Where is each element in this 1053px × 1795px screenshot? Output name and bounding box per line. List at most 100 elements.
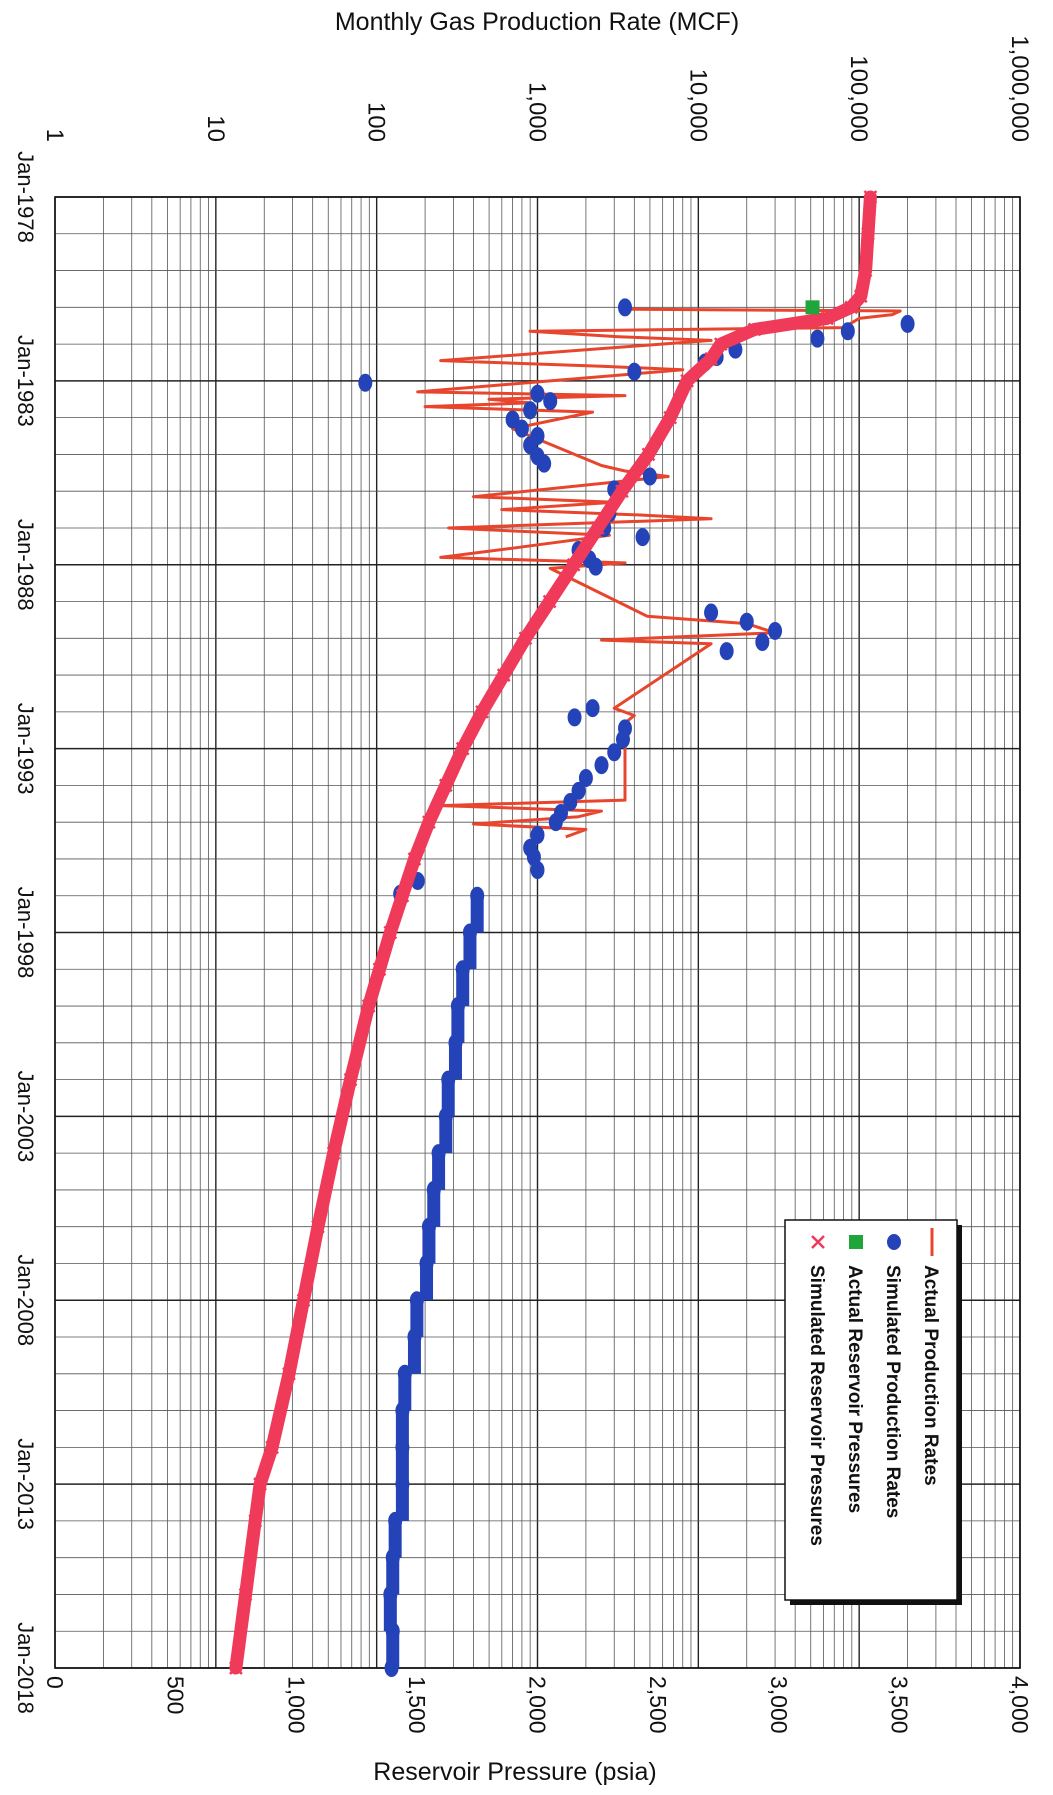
simulated-pressure-marker — [229, 1661, 243, 1675]
simulated-pressure-marker — [858, 263, 873, 278]
legend-x-swatch — [811, 1235, 825, 1249]
simulated-production-point — [627, 362, 642, 381]
rate-tick-label: 100,000 — [845, 55, 872, 142]
date-tick-label: Jan-2013 — [13, 1438, 38, 1530]
pressure-tick-label: 4,000 — [1007, 1676, 1033, 1734]
simulated-pressure-marker — [844, 300, 859, 315]
simulated-pressure-marker — [248, 1514, 263, 1528]
rate-tick-label: 1,000 — [524, 82, 551, 142]
legend-label: Actual Reservoir Pressures — [844, 1265, 865, 1513]
simulated-pressure-marker — [422, 815, 436, 830]
simulated-pressure-marker — [282, 1366, 296, 1381]
simulated-pressure-marker — [713, 337, 728, 351]
simulated-production-point — [358, 373, 373, 392]
simulated-production-point — [585, 699, 600, 718]
date-tick-label: Jan-2003 — [13, 1071, 38, 1163]
date-tick-label: Jan-1983 — [13, 335, 38, 427]
simulated-production-point — [594, 756, 609, 775]
simulated-production-point — [530, 384, 545, 403]
simulated-production-point — [719, 642, 734, 661]
simulated-pressure-marker — [265, 1440, 280, 1455]
simulated-pressure-marker — [853, 289, 868, 304]
simulated-pressure-marker — [253, 1477, 267, 1492]
simulated-pressure-marker — [704, 351, 719, 366]
simulated-pressure-marker — [395, 888, 410, 903]
actual-production-line — [416, 307, 902, 839]
simulated-production-point — [530, 860, 545, 879]
gridlines — [54, 196, 1021, 1669]
simulated-production-point — [615, 730, 630, 749]
simulated-pressure-marker — [343, 1072, 358, 1087]
simulated-pressure-marker — [518, 631, 533, 646]
simulated-production-point — [618, 298, 633, 317]
simulated-pressure-marker — [475, 704, 489, 719]
pressure-tick-label: 3,000 — [766, 1676, 792, 1734]
legend-label: Actual Production Rates — [920, 1265, 941, 1486]
pressure-tick-label: 0 — [42, 1676, 68, 1689]
simulated-production-point — [523, 401, 538, 420]
pressure-tick-label: 1,000 — [283, 1676, 309, 1734]
simulated-production-point — [567, 708, 582, 727]
simulated-pressure-marker — [361, 999, 376, 1013]
simulated-production-point — [607, 743, 622, 762]
simulated-pressure-series — [229, 190, 878, 1675]
plot-frame — [54, 196, 1021, 1669]
simulated-production-point — [578, 769, 593, 788]
bottom-axis-title: Reservoir Pressure (psia) — [373, 1758, 656, 1786]
simulated-production-point — [755, 632, 770, 651]
date-tick-label: Jan-1988 — [13, 519, 38, 611]
axis-labels: Monthly Gas Production Rate (MCF) Reserv… — [13, 8, 1033, 1786]
top-axis-title: Monthly Gas Production Rate (MCF) — [335, 8, 739, 36]
legend-box — [784, 1219, 958, 1601]
simulated-pressure-marker — [438, 778, 453, 793]
simulated-production-point — [704, 603, 719, 622]
simulated-pressure-marker — [861, 226, 875, 241]
pressure-tick-label: 2,500 — [645, 1676, 671, 1734]
actual-pressure-point — [805, 300, 820, 315]
rate-tick-label: 10 — [202, 115, 229, 142]
simulated-pressure-marker — [326, 1146, 341, 1161]
legend-label: Simulated Reservoir Pressures — [806, 1265, 827, 1546]
simulated-production-point — [537, 454, 552, 473]
simulated-pressure-marker — [238, 1587, 253, 1602]
simulated-production-point — [642, 467, 657, 486]
simulated-production-point — [543, 392, 558, 411]
legend-label: Simulated Production Rates — [882, 1265, 903, 1518]
actual-pressure-series — [805, 300, 820, 315]
simulated-pressure-marker — [311, 1219, 325, 1234]
simulated-pressure-marker — [496, 668, 511, 682]
simulated-pressure-marker — [747, 322, 762, 337]
simulated-production-point — [548, 813, 563, 832]
simulated-production-point — [900, 314, 915, 333]
pressure-tick-label: 3,500 — [886, 1676, 912, 1734]
legend-circle-swatch — [887, 1234, 901, 1250]
simulated-pressure-marker — [680, 373, 694, 388]
simulated-pressure-marker — [407, 852, 422, 866]
pressure-tick-label: 500 — [163, 1676, 189, 1714]
legend-square-swatch — [849, 1235, 863, 1249]
simulated-pressure-marker — [542, 594, 557, 609]
simulated-production-point — [810, 329, 825, 348]
simulated-pressure-marker — [641, 447, 656, 462]
simulated-production-point — [530, 826, 545, 845]
date-tick-label: Jan-1993 — [13, 703, 38, 795]
simulated-production-point — [739, 612, 754, 631]
simulated-production-point — [768, 621, 783, 640]
date-tick-label: Jan-1998 — [13, 887, 38, 979]
rate-tick-label: 1,000,000 — [1006, 35, 1033, 142]
simulated-pressure-marker — [372, 962, 387, 977]
simulated-pressure-marker — [590, 521, 605, 535]
simulated-pressure-marker — [296, 1293, 311, 1308]
simulated-pressure-marker — [820, 311, 834, 326]
simulated-pressure-marker — [383, 925, 398, 940]
simulated-pressure-marker — [663, 410, 678, 425]
simulated-pressure-marker — [615, 484, 629, 499]
simulated-production-point — [840, 322, 855, 341]
simulated-production-point — [563, 792, 578, 811]
rate-tick-label: 10,000 — [684, 69, 711, 142]
pressure-tick-label: 1,500 — [404, 1676, 430, 1734]
rate-tick-label: 1 — [41, 129, 68, 142]
simulated-production-point — [588, 557, 603, 576]
date-tick-label: Jan-1978 — [13, 151, 38, 243]
